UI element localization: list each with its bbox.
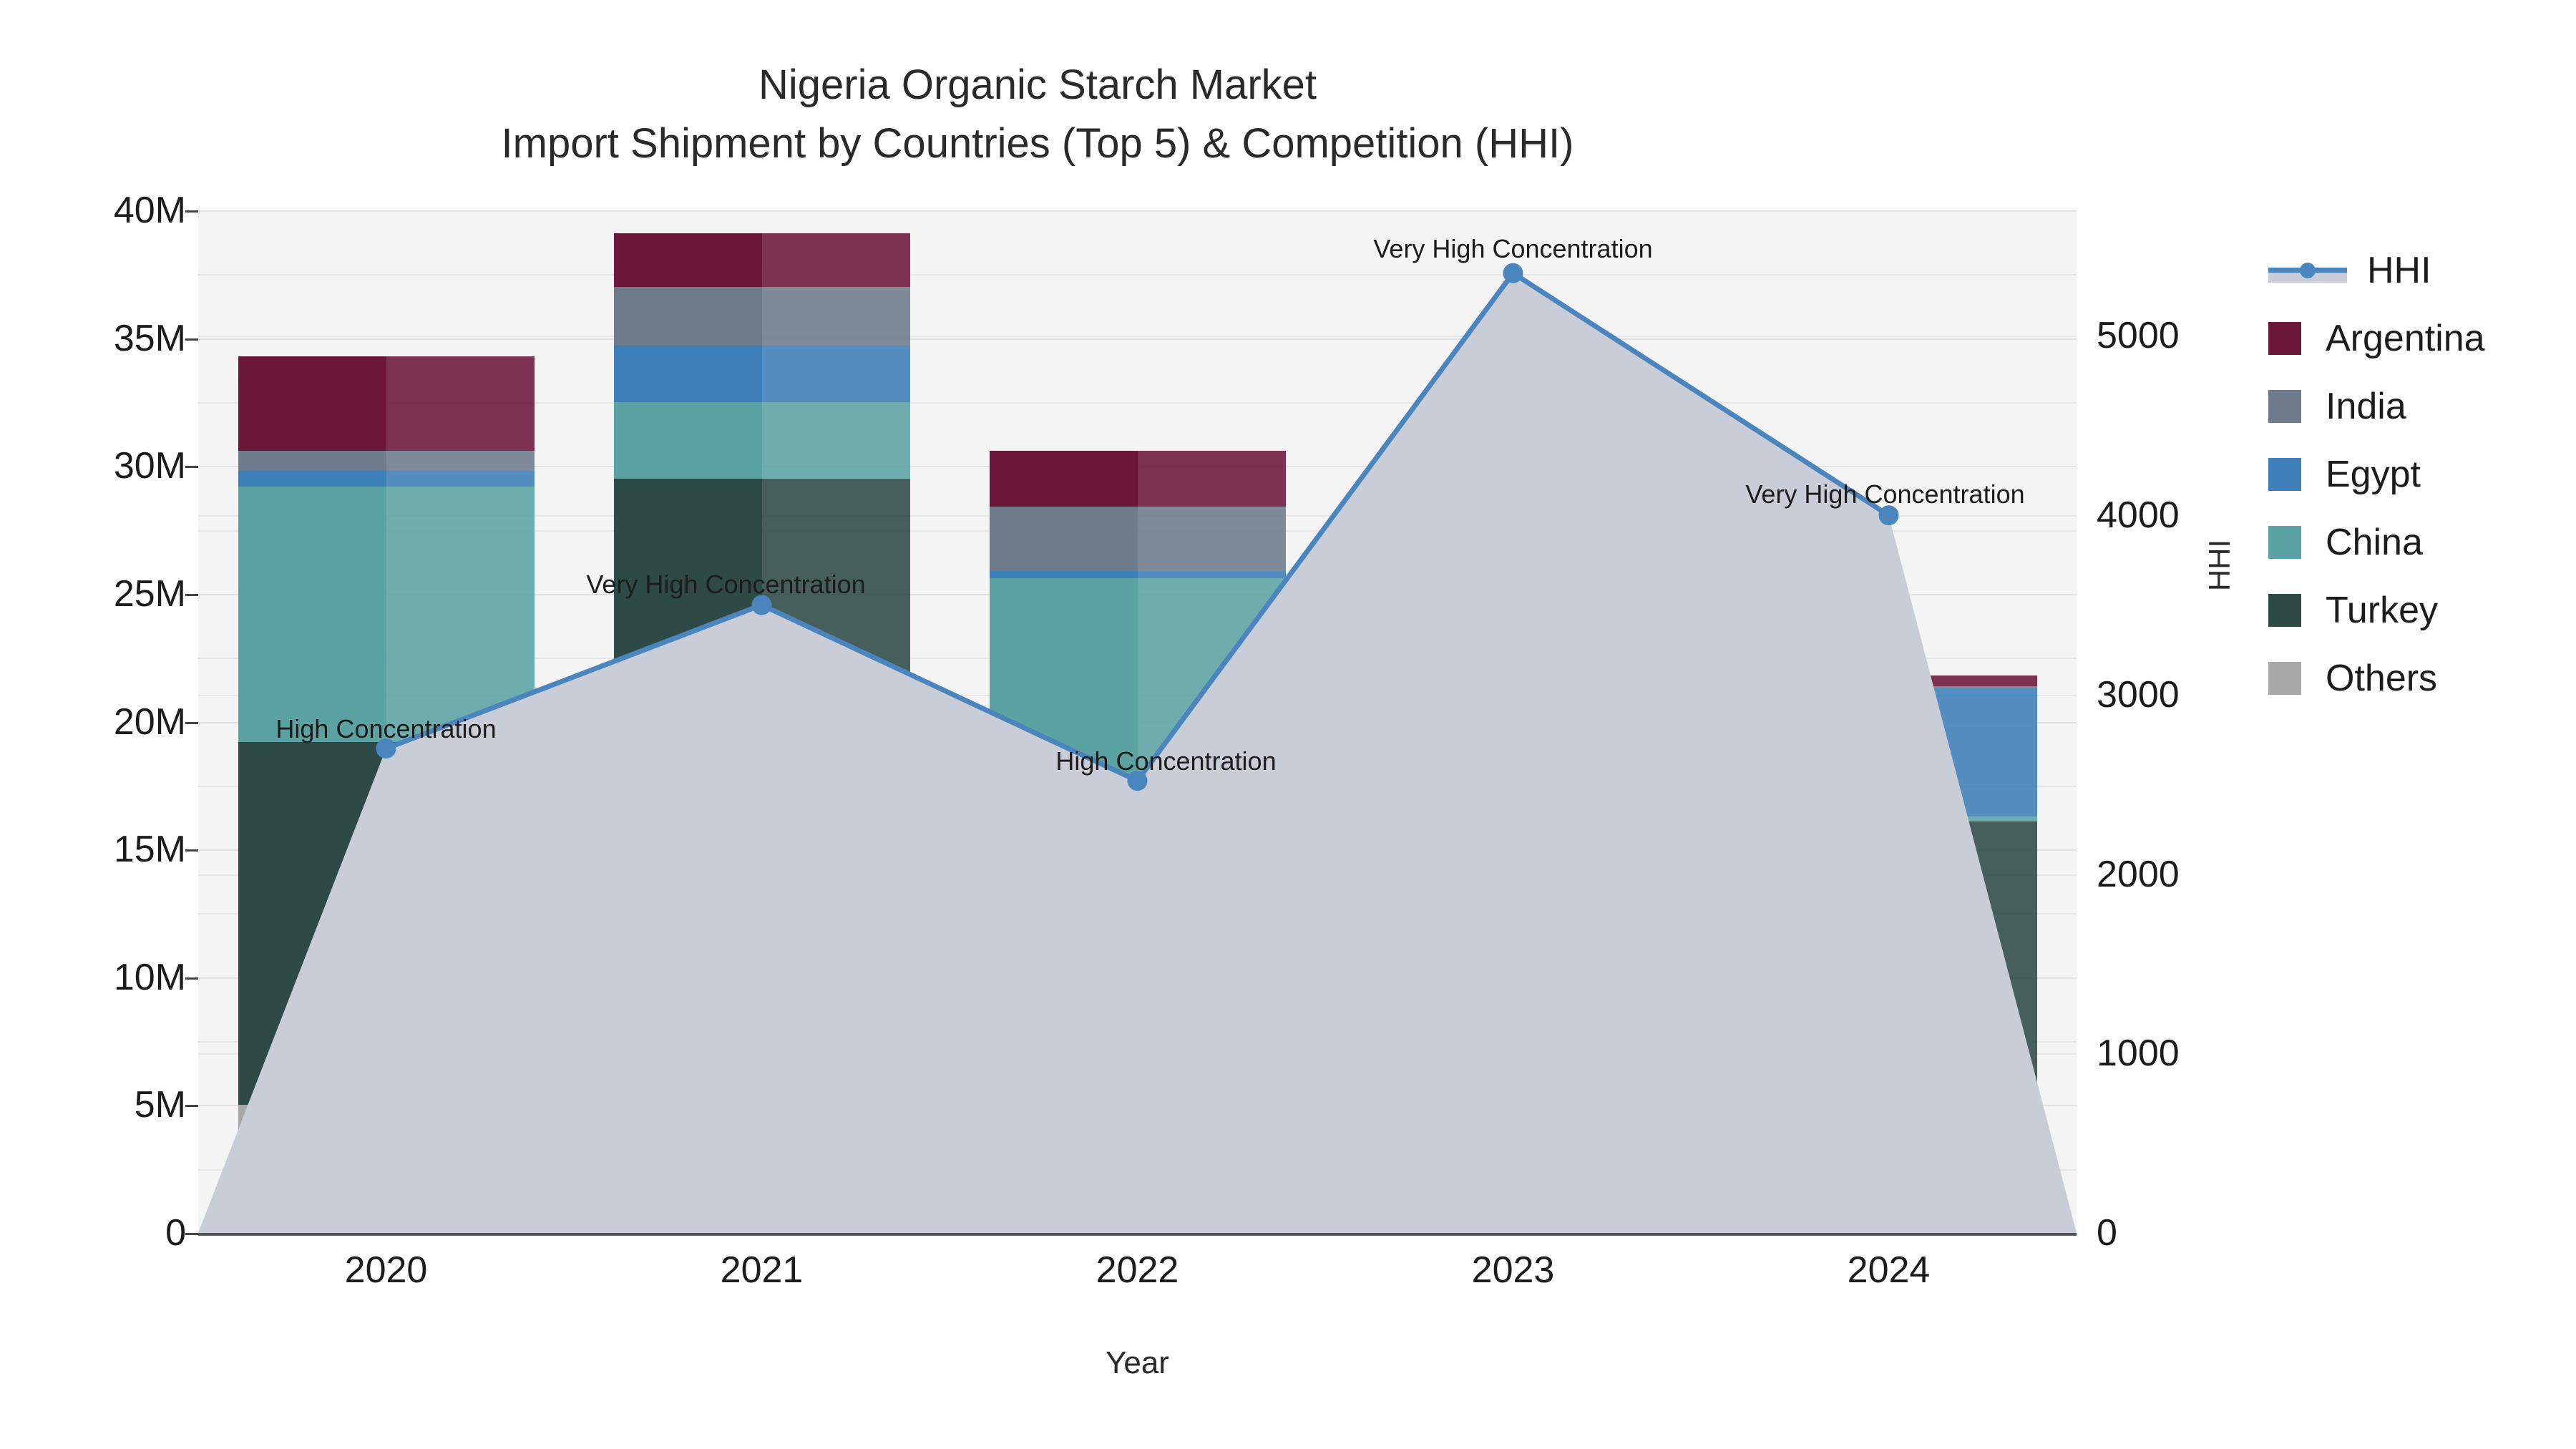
bar-segment-argentina[interactable]	[989, 450, 1138, 507]
x-tick-2021: 2021	[720, 1249, 804, 1291]
y-tick-right: 2000	[2097, 853, 2180, 895]
bar-segment-argentina[interactable]	[1137, 450, 1286, 507]
gridline	[198, 274, 2077, 276]
y-tick-left: 30M	[113, 445, 186, 487]
legend: HHI Argentina India Egypt China Turkey Others	[2268, 236, 2569, 712]
plot-area	[198, 210, 2077, 1234]
title-line-2: Import Shipment by Countries (Top 5) & C…	[501, 120, 1574, 167]
legend-swatch	[2268, 457, 2301, 491]
bar-segment-egypt[interactable]	[386, 471, 535, 487]
y-tick-mark-left	[185, 1105, 198, 1108]
legend-item-argentina[interactable]: Argentina	[2268, 304, 2569, 372]
y-tick-left: 0	[165, 1212, 186, 1254]
hhi-marker-2021[interactable]	[751, 595, 772, 615]
bar-segment-india[interactable]	[989, 507, 1138, 571]
x-tick-2024: 2024	[1847, 1249, 1931, 1291]
bar-segment-egypt[interactable]	[989, 570, 1138, 579]
y-tick-right: 5000	[2097, 315, 2180, 357]
hhi-annotation-2023: Very High Concentration	[1373, 233, 1653, 263]
legend-swatch	[2268, 389, 2301, 423]
legend-item-hhi[interactable]: HHI	[2268, 236, 2569, 304]
legend-item-egypt[interactable]: Egypt	[2268, 440, 2569, 508]
legend-item-china[interactable]: China	[2268, 508, 2569, 576]
y-tick-mark-left	[185, 849, 198, 852]
legend-swatch	[2268, 661, 2301, 695]
y-tick-left: 35M	[113, 317, 186, 359]
legend-label: Turkey	[2326, 589, 2438, 631]
x-axis-label: Year	[1106, 1345, 1169, 1380]
bar-segment-argentina[interactable]	[613, 233, 762, 288]
y-tick-right: 1000	[2097, 1033, 2180, 1075]
legend-label: HHI	[2367, 249, 2431, 291]
bar-segment-egypt[interactable]	[238, 471, 386, 487]
y-tick-mark-left	[185, 1233, 198, 1235]
y-tick-mark-left	[185, 593, 198, 596]
legend-item-turkey[interactable]: Turkey	[2268, 576, 2569, 644]
y-tick-mark-left	[185, 721, 198, 724]
hhi-annotation-2024: Very High Concentration	[1745, 479, 2025, 509]
title-line-1: Nigeria Organic Starch Market	[758, 62, 1317, 108]
bar-segment-india[interactable]	[1137, 507, 1286, 571]
y-tick-left: 15M	[113, 829, 186, 871]
y-tick-left: 10M	[113, 956, 186, 998]
gridline	[198, 401, 2077, 404]
bar-segment-india[interactable]	[613, 287, 762, 346]
y-tick-left: 5M	[134, 1084, 186, 1126]
legend-label: Others	[2326, 657, 2438, 699]
hhi-marker-2023[interactable]	[1503, 263, 1523, 283]
hhi-marker-2024[interactable]	[1878, 505, 1899, 526]
hhi-markers	[376, 263, 1899, 791]
y-tick-left: 40M	[113, 190, 186, 231]
bar-segment-china[interactable]	[238, 486, 386, 743]
legend-swatch	[2268, 321, 2301, 355]
bar-segment-india[interactable]	[1888, 686, 2037, 689]
gridline-secondary	[198, 336, 2077, 338]
bar-segment-india[interactable]	[238, 450, 386, 472]
legend-swatch	[2268, 593, 2301, 627]
bar-segment-argentina[interactable]	[386, 356, 535, 451]
hhi-annotation-2021: Very High Concentration	[586, 569, 866, 599]
y-tick-mark-left	[185, 338, 198, 341]
bar-segment-egypt[interactable]	[761, 346, 910, 402]
bar-segment-argentina[interactable]	[761, 233, 910, 288]
hhi-annotation-2020: High Concentration	[275, 714, 497, 744]
hhi-marker-2020[interactable]	[376, 738, 396, 759]
hhi-marker-2022[interactable]	[1127, 771, 1148, 791]
x-axis-line	[198, 1233, 2077, 1236]
hhi-annotation-2022: High Concentration	[1055, 746, 1277, 776]
y-tick-mark-left	[185, 977, 198, 980]
legend-item-others[interactable]: Others	[2268, 644, 2569, 712]
x-tick-2020: 2020	[344, 1249, 428, 1291]
legend-label: India	[2326, 385, 2406, 427]
bar-segment-india[interactable]	[386, 450, 535, 472]
y-tick-mark-left	[185, 466, 198, 469]
chart-title: Nigeria Organic Starch Market Import Shi…	[0, 56, 2075, 174]
legend-swatch	[2268, 525, 2301, 559]
bar-segment-china[interactable]	[613, 401, 762, 479]
bar-segment-china[interactable]	[761, 401, 910, 479]
bar-segment-india[interactable]	[761, 287, 910, 346]
hhi-area-fill	[198, 273, 2077, 1234]
x-tick-2022: 2022	[1096, 1249, 1179, 1291]
hhi-series	[198, 263, 2077, 1234]
legend-label: Egypt	[2326, 453, 2421, 495]
y-tick-left: 20M	[113, 701, 186, 743]
bar-segment-egypt[interactable]	[1137, 570, 1286, 579]
legend-line-marker	[2268, 254, 2347, 287]
y-tick-left: 25M	[113, 572, 186, 615]
gridline	[198, 338, 2077, 340]
legend-item-india[interactable]: India	[2268, 372, 2569, 440]
y-axis-right-label: HHI	[2202, 539, 2236, 592]
y-tick-right: 4000	[2097, 494, 2180, 537]
y-tick-right: 3000	[2097, 673, 2180, 716]
bar-segment-argentina[interactable]	[238, 356, 386, 451]
y-tick-mark-left	[185, 210, 198, 213]
y-tick-right: 0	[2097, 1212, 2117, 1254]
bar-segment-egypt[interactable]	[613, 346, 762, 402]
gridline	[198, 210, 2077, 212]
legend-label: China	[2326, 521, 2423, 563]
x-tick-2023: 2023	[1471, 1249, 1555, 1291]
legend-label: Argentina	[2326, 317, 2485, 359]
